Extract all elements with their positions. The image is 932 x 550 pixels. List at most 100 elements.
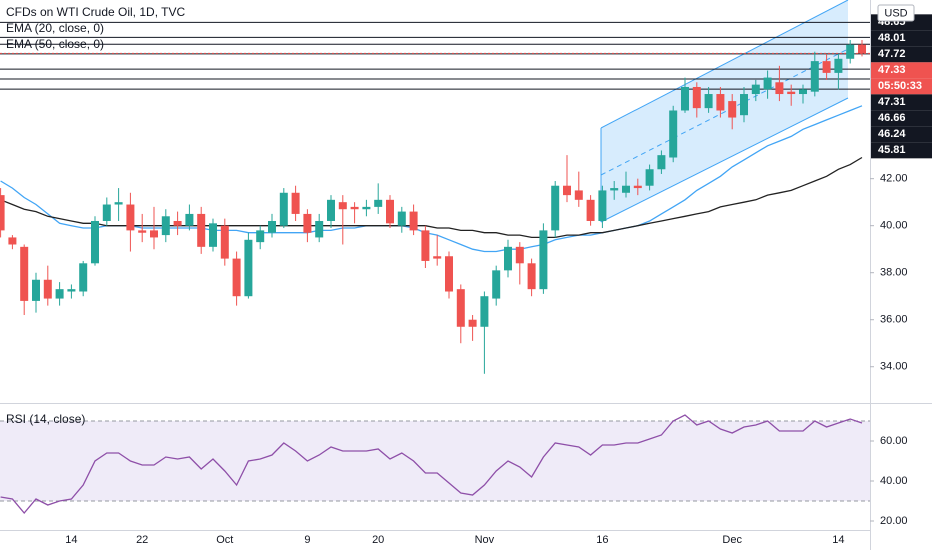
candle-body	[598, 190, 607, 221]
channel-mid	[600, 48, 849, 176]
rsi-line	[0, 414, 863, 515]
rsi-pane	[0, 414, 870, 515]
candle-body	[846, 44, 855, 59]
price-label-box	[871, 126, 932, 143]
candle-body	[468, 319, 477, 327]
price-label: 45.81	[878, 144, 906, 156]
y-tick-label: 38.00	[880, 267, 908, 279]
price-label-box	[871, 62, 932, 79]
price-labels: 48.6548.0147.7247.3305:50:3347.3146.6646…	[871, 14, 932, 159]
price-label: 05:50:33	[878, 80, 922, 92]
candle-body	[79, 263, 88, 292]
chart-title: CFDs on WTI Crude Oil, 1D, TVC	[6, 5, 185, 19]
candle-body	[303, 213, 312, 233]
price-label: 46.24	[878, 128, 906, 140]
candle-body	[114, 202, 123, 205]
price-label-box	[871, 110, 932, 127]
indicator-title: RSI (14, close)	[6, 412, 85, 426]
candle-body	[161, 216, 170, 236]
rsi-tick-label: 60.00	[880, 435, 908, 447]
candle-body	[173, 220, 182, 226]
candle-body	[728, 101, 737, 118]
candle-body	[327, 199, 335, 221]
price-label-box	[871, 78, 932, 95]
candle-body	[32, 279, 40, 301]
candle-body	[362, 206, 371, 210]
candle-body	[586, 199, 595, 221]
candle-body	[716, 94, 725, 111]
candle-body	[421, 230, 430, 261]
candle-body	[55, 289, 64, 299]
candle-body	[409, 211, 418, 231]
candle-body	[539, 230, 548, 290]
legend-entry: EMA (50, close, 0)	[6, 37, 104, 51]
candle-body	[492, 270, 501, 299]
currency: USD	[884, 7, 907, 19]
candle-body	[197, 213, 206, 247]
candle-body	[692, 86, 701, 109]
candle-body	[374, 199, 383, 207]
axes: 34.00 36.00 38.00 40.00 42.00 20.00 40.00 60.00…	[65, 173, 907, 546]
x-tick-label: 22	[136, 534, 148, 546]
candle-body	[350, 206, 359, 210]
candle-body	[740, 94, 748, 116]
candle-body	[126, 204, 135, 231]
x-tick-label: Nov	[475, 534, 495, 546]
candle-body	[433, 256, 442, 259]
price-label-box	[871, 94, 932, 111]
price-label: 46.66	[878, 112, 906, 124]
candle-body	[799, 89, 807, 95]
candle-body	[834, 58, 843, 73]
candle-body	[763, 77, 772, 90]
candle-body	[515, 246, 524, 264]
candle-body	[787, 91, 796, 95]
y-tick-label: 42.00	[880, 173, 908, 185]
ema-line	[0, 156, 863, 239]
candle-body	[43, 279, 52, 299]
candle-body	[209, 223, 217, 247]
candle-body	[669, 110, 678, 158]
candle-body	[268, 220, 276, 233]
candle-body	[480, 296, 489, 327]
candle-body	[563, 185, 571, 196]
candle-body	[279, 192, 288, 226]
candle-body	[256, 230, 265, 243]
candle-body	[102, 204, 111, 221]
x-tick-label: 9	[304, 534, 310, 546]
price-label: 47.33	[878, 64, 906, 76]
price-label-box	[871, 142, 932, 159]
candle-body	[704, 94, 713, 109]
y-tick-label: 40.00	[880, 220, 908, 232]
rsi-tick-label: 40.00	[880, 475, 908, 487]
price-label: 48.01	[878, 32, 906, 44]
price-label-box	[871, 46, 932, 63]
candle-body	[397, 211, 406, 226]
candle-body	[91, 220, 99, 264]
candle-body	[527, 263, 536, 290]
candle-body	[150, 230, 158, 238]
candle-body	[822, 61, 831, 73]
candle-body	[751, 84, 760, 95]
y-tick-label: 34.00	[880, 361, 908, 373]
rsi-tick-label: 20.00	[880, 515, 908, 527]
x-tick-label: Oct	[216, 534, 233, 546]
y-tick-label: 36.00	[880, 314, 908, 326]
candle-body	[138, 230, 147, 233]
candle-body	[810, 61, 819, 92]
candle-body	[622, 185, 630, 193]
candle-body	[504, 246, 512, 271]
candle-body	[244, 239, 253, 297]
candle-body	[645, 169, 654, 186]
candle-body	[633, 185, 642, 189]
candle-body	[0, 195, 5, 231]
channel-bottom	[600, 97, 849, 223]
candle-body	[551, 185, 560, 231]
rsi-band	[0, 421, 870, 501]
candle-body	[338, 202, 347, 210]
x-tick-label: 20	[372, 534, 384, 546]
price-pane	[0, 0, 870, 374]
candle-body	[67, 289, 76, 292]
x-tick-label: 14	[832, 534, 844, 546]
candle-body	[657, 155, 666, 170]
